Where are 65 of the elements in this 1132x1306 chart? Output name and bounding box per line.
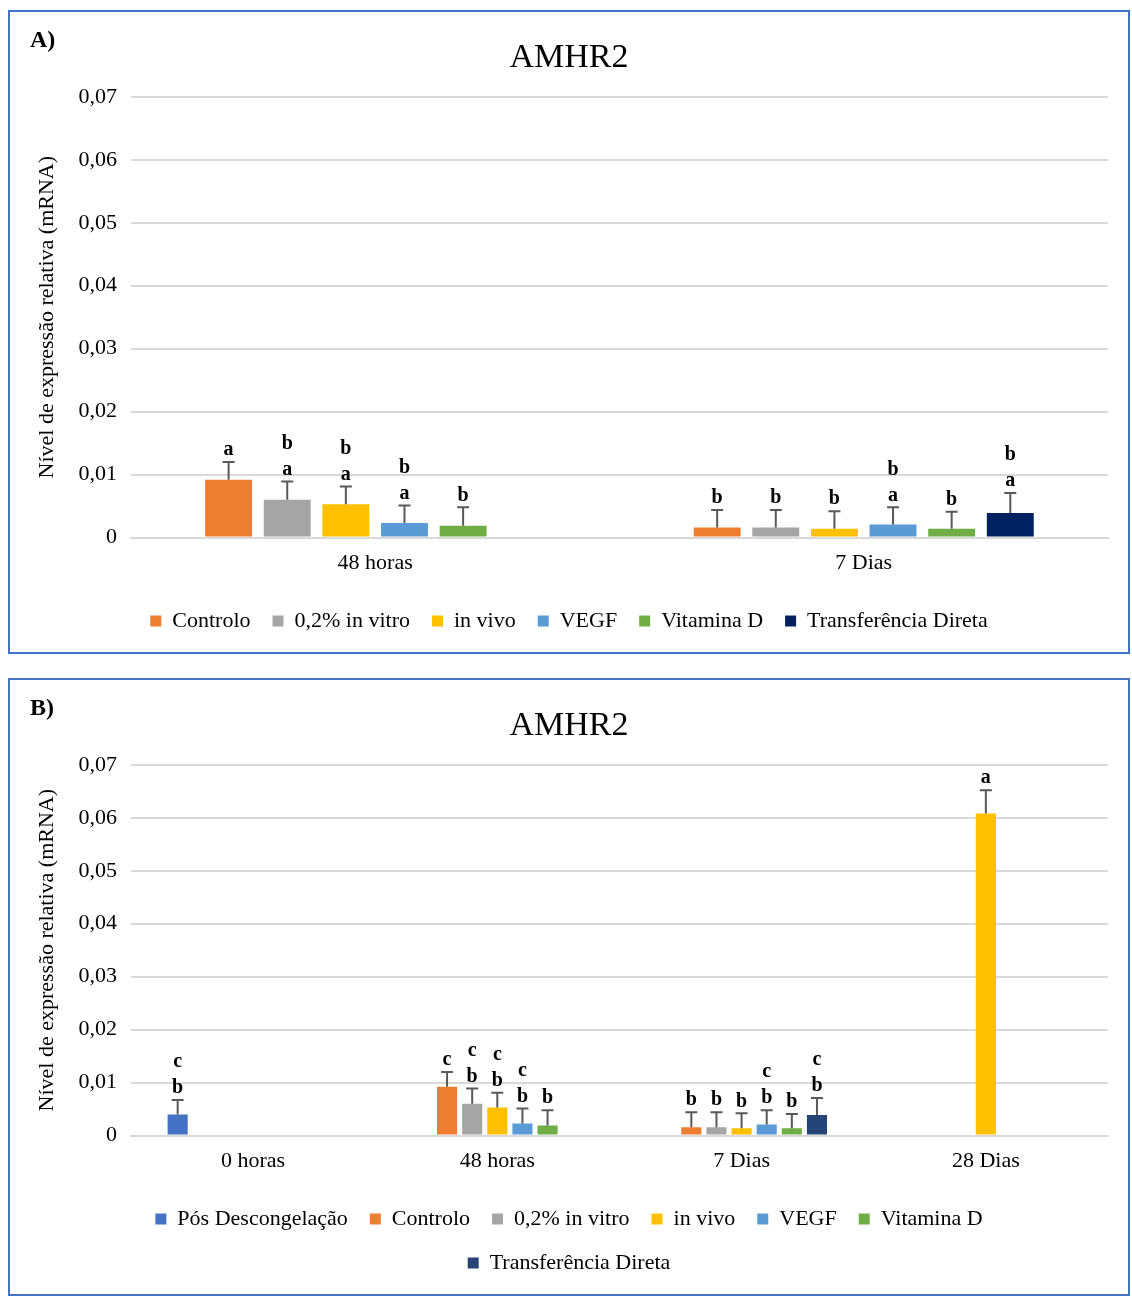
data-label: b bbox=[786, 1089, 798, 1112]
y-tick-label: 0,07 bbox=[78, 82, 117, 108]
text: A) bbox=[30, 26, 56, 53]
y-tick-label: 0,03 bbox=[78, 962, 117, 988]
y-tick-label: 0,02 bbox=[78, 397, 117, 423]
y-tick-label: 0,02 bbox=[78, 1015, 117, 1041]
legend-label: Vitamina D bbox=[661, 606, 764, 632]
data-label: c b bbox=[466, 1037, 478, 1086]
data-label: b a bbox=[340, 435, 352, 484]
legend-label: Controlo bbox=[391, 1204, 471, 1230]
y-tick-label: 0 bbox=[105, 523, 117, 549]
legend-label: 0,2% in vitro bbox=[294, 606, 411, 632]
data-label: b bbox=[710, 1087, 723, 1110]
data-label: b a bbox=[887, 456, 899, 505]
data-label: b a bbox=[281, 430, 293, 479]
legend-label: Controlo bbox=[172, 606, 251, 632]
y-tick-label: 0,03 bbox=[78, 334, 117, 360]
y-tick-label: 0,01 bbox=[78, 1068, 117, 1094]
data-label: b bbox=[946, 486, 958, 509]
data-label: b a bbox=[398, 454, 411, 503]
y-tick-label: 0,04 bbox=[78, 909, 117, 935]
y-tick-label: 0,01 bbox=[78, 460, 117, 486]
y-tick-label: 0,04 bbox=[78, 271, 117, 297]
chart-title: AMHR2 bbox=[509, 705, 629, 743]
x-tick-label: 7 Dias bbox=[713, 1146, 770, 1172]
text: B) bbox=[30, 694, 54, 721]
y-tick-label: 0,05 bbox=[78, 208, 117, 234]
y-tick-label: 0,05 bbox=[78, 856, 117, 882]
legend-label: VEGF bbox=[559, 606, 618, 632]
data-label: c b bbox=[491, 1041, 503, 1090]
data-label: a bbox=[223, 437, 234, 460]
y-tick-label: 0 bbox=[105, 1121, 117, 1147]
legend-label: VEGF bbox=[779, 1204, 837, 1230]
data-label: b bbox=[736, 1088, 748, 1111]
y-tick-label: 0,06 bbox=[78, 803, 117, 829]
data-label: b bbox=[770, 485, 782, 508]
data-label: c b bbox=[761, 1059, 773, 1108]
data-label: b bbox=[542, 1085, 554, 1108]
legend-label: Pós Descongelação bbox=[177, 1204, 348, 1230]
legend-label: Transferência Direta bbox=[489, 1248, 671, 1274]
y-tick-label: 0,07 bbox=[78, 750, 117, 776]
x-tick-label: 48 horas bbox=[337, 548, 413, 574]
data-label: b bbox=[828, 486, 840, 509]
legend-label: in vivo bbox=[454, 606, 516, 632]
legend-label: 0,2% in vitro bbox=[514, 1204, 630, 1230]
data-label: a bbox=[980, 765, 991, 788]
data-label: c b bbox=[811, 1047, 823, 1096]
data-label: c b bbox=[172, 1049, 184, 1098]
data-label: b bbox=[457, 482, 469, 505]
data-label: c b bbox=[516, 1057, 528, 1106]
data-label: c bbox=[442, 1047, 452, 1070]
y-axis-title: Nível de expressão relativa (mRNA) bbox=[32, 155, 58, 479]
y-tick-label: 0,06 bbox=[78, 145, 117, 171]
legend-label: Transferência Direta bbox=[807, 606, 988, 632]
chart-title: AMHR2 bbox=[509, 37, 629, 75]
data-label: b bbox=[685, 1087, 697, 1110]
data-label: b a bbox=[1004, 442, 1016, 491]
x-tick-label: 0 horas bbox=[220, 1146, 286, 1172]
y-axis-title: Nível de expressão relativa (mRNA) bbox=[32, 788, 58, 1112]
x-tick-label: 7 Dias bbox=[835, 548, 893, 574]
legend-label: in vivo bbox=[673, 1204, 736, 1230]
data-label: b bbox=[711, 485, 723, 508]
x-tick-label: 28 Dias bbox=[951, 1146, 1020, 1172]
x-tick-label: 48 horas bbox=[459, 1146, 535, 1172]
legend-label: Vitamina D bbox=[880, 1204, 983, 1230]
